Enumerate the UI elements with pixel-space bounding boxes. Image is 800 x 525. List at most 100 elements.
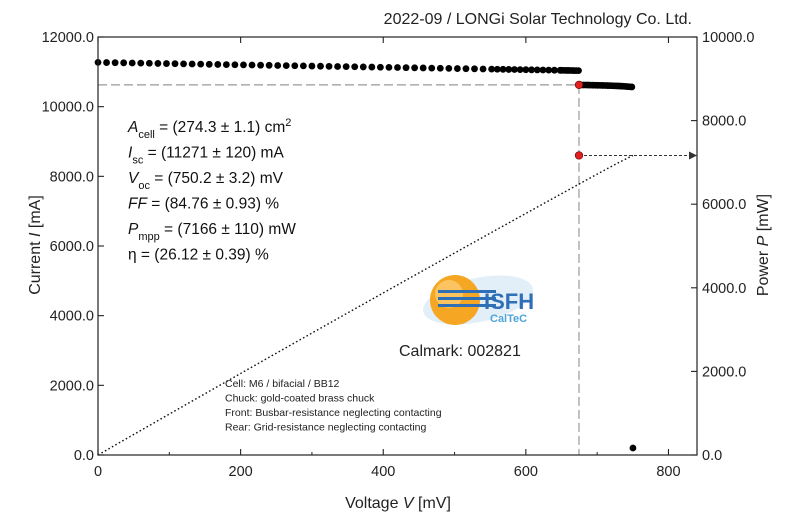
x-axis-label: Voltage V [mV] bbox=[345, 495, 451, 512]
iv-data-point bbox=[445, 64, 453, 72]
iv-data-point bbox=[394, 64, 401, 71]
iv-data-point bbox=[629, 444, 637, 452]
iv-data-point bbox=[419, 64, 427, 72]
iv-data-point bbox=[499, 65, 507, 73]
iv-data-point bbox=[479, 65, 487, 73]
y-right-axis-label: Power P [mW] bbox=[755, 194, 772, 296]
y-left-tick-label: 8000.0 bbox=[50, 169, 94, 185]
iv-data-point bbox=[522, 66, 530, 74]
iv-data-point bbox=[137, 59, 145, 67]
y-right-tick-label: 10000.0 bbox=[702, 30, 754, 46]
chart-title: 2022-09 / LONGi Solar Technology Co. Ltd… bbox=[384, 11, 692, 28]
y-left-axis-label: Current I [mA] bbox=[27, 195, 44, 295]
iv-data-point bbox=[533, 66, 541, 74]
parameter-line: Isc = (11271 ± 120) mA bbox=[128, 145, 284, 167]
iv-data-point bbox=[488, 65, 496, 73]
iv-data-point bbox=[493, 65, 501, 73]
iv-data-point bbox=[231, 61, 239, 69]
iv-data-point bbox=[368, 63, 376, 71]
y-left-tick-label: 6000.0 bbox=[50, 239, 94, 255]
iv-data-point bbox=[545, 66, 553, 74]
iv-data-point bbox=[376, 63, 384, 71]
iv-data-point bbox=[516, 66, 524, 74]
iv-data-point bbox=[359, 63, 367, 71]
iv-data-point bbox=[436, 64, 444, 72]
y-right-tick-label: 6000.0 bbox=[702, 197, 746, 213]
iv-data-point bbox=[222, 61, 230, 68]
logo-name: ISFH bbox=[484, 289, 534, 314]
iv-data-point bbox=[282, 62, 290, 70]
y-left-tick-label: 2000.0 bbox=[50, 378, 94, 394]
mpp-current-marker bbox=[574, 80, 584, 89]
iv-curve-points bbox=[94, 58, 637, 452]
iv-data-point bbox=[214, 61, 222, 68]
parameter-line: η = (26.12 ± 0.39) % bbox=[128, 247, 269, 264]
iv-data-point bbox=[103, 59, 110, 66]
iv-data-point bbox=[628, 83, 636, 91]
iv-data-point bbox=[317, 62, 324, 70]
iv-data-point bbox=[471, 65, 478, 73]
iv-data-point bbox=[180, 60, 187, 68]
mpp-power-marker bbox=[574, 151, 584, 160]
y-left-tick-label: 12000.0 bbox=[42, 30, 94, 46]
parameter-list: Acell = (274.3 ± 1.1) cm2 Isc = (11271 ± … bbox=[127, 117, 296, 264]
iv-data-point bbox=[265, 61, 273, 69]
parameter-line: Voc = (750.2 ± 3.2) mV bbox=[128, 170, 284, 192]
iv-data-point bbox=[402, 64, 410, 72]
iv-data-point bbox=[257, 61, 264, 69]
y-right-axis-ticks: 0.0 2000.0 4000.0 6000.0 8000.0 10000.0 bbox=[691, 30, 754, 464]
iv-data-point bbox=[351, 63, 359, 71]
iv-data-point bbox=[163, 60, 170, 67]
x-tick-label: 200 bbox=[229, 464, 253, 480]
iv-data-point bbox=[240, 61, 247, 69]
mpp-markers bbox=[574, 80, 584, 160]
y-right-tick-label: 0.0 bbox=[702, 448, 722, 464]
iv-data-point bbox=[539, 66, 547, 74]
y-left-tick-label: 4000.0 bbox=[50, 309, 94, 325]
iv-data-point bbox=[342, 63, 350, 71]
iv-data-point bbox=[511, 66, 518, 73]
iv-data-point bbox=[145, 59, 153, 67]
parameter-line: Pmpp = (7166 ± 110) mW bbox=[128, 221, 296, 243]
note-line: Chuck: gold-coated brass chuck bbox=[225, 393, 375, 405]
iv-data-point bbox=[454, 65, 461, 72]
parameter-line: Acell = (274.3 ± 1.1) cm2 bbox=[127, 117, 291, 141]
measurement-notes: Cell: M6 / bifacial / BB12 Chuck: gold-co… bbox=[225, 378, 442, 434]
x-tick-label: 600 bbox=[514, 464, 538, 480]
iv-data-point bbox=[325, 62, 333, 70]
note-line: Rear: Grid-resistance neglecting contact… bbox=[225, 422, 427, 434]
iv-data-point bbox=[550, 66, 558, 74]
parameter-line: FF = (84.76 ± 0.93) % bbox=[128, 196, 279, 213]
iv-data-point bbox=[411, 64, 419, 72]
note-line: Cell: M6 / bifacial / BB12 bbox=[225, 378, 340, 390]
y-left-axis-ticks: 0.0 2000.0 4000.0 6000.0 8000.0 10000.0 12000.… bbox=[42, 30, 104, 464]
calmark-label: Calmark: 002821 bbox=[399, 343, 521, 360]
iv-data-point bbox=[128, 59, 136, 67]
iv-data-point bbox=[197, 60, 205, 68]
mpp-power-arrow bbox=[689, 151, 697, 160]
y-right-tick-label: 2000.0 bbox=[702, 364, 746, 380]
mpp-guide-lines bbox=[98, 84, 697, 455]
iv-data-point bbox=[111, 59, 119, 67]
iv-data-point bbox=[274, 62, 282, 69]
iv-data-point bbox=[291, 62, 299, 70]
x-tick-label: 400 bbox=[371, 464, 395, 480]
iv-data-point bbox=[299, 62, 307, 70]
y-right-tick-label: 4000.0 bbox=[702, 281, 746, 297]
iv-data-point bbox=[188, 60, 196, 68]
x-tick-label: 0 bbox=[94, 464, 102, 480]
iv-data-point bbox=[171, 60, 179, 68]
iv-data-point bbox=[528, 66, 535, 74]
x-tick-label: 800 bbox=[656, 464, 680, 480]
iv-data-point bbox=[120, 59, 128, 67]
y-right-tick-label: 8000.0 bbox=[702, 114, 746, 130]
iv-data-point bbox=[154, 60, 162, 67]
note-line: Front: Busbar-resistance neglecting cont… bbox=[225, 407, 442, 419]
iv-data-point bbox=[428, 64, 436, 72]
y-left-tick-label: 0.0 bbox=[74, 448, 94, 464]
logo-subtitle: CalTeC bbox=[490, 313, 527, 325]
iv-data-point bbox=[505, 66, 513, 73]
isfh-logo: ISFH CalTeC bbox=[423, 275, 534, 325]
x-axis-ticks: 0 200 400 600 800 bbox=[94, 37, 681, 480]
